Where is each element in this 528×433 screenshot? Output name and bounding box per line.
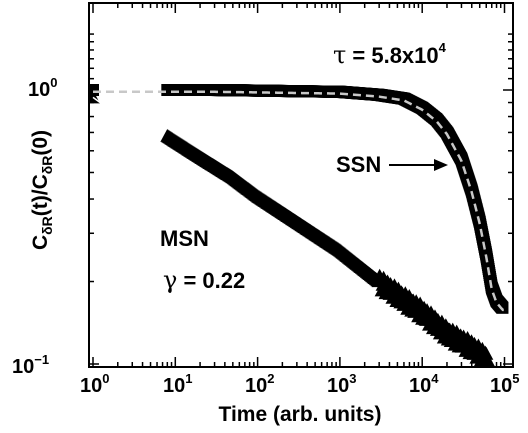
ssn-point [89, 84, 99, 96]
msn-point [479, 346, 494, 360]
x-tick-label-0: 100 [80, 371, 109, 397]
y-axis-label: CδR(t)/CδR(0) [29, 130, 55, 250]
x-tick-labels: 100 101 102 103 104 105 [80, 371, 519, 397]
tau-annotation: τ = 5.8x104 [333, 40, 447, 69]
ssn-label: SSN [336, 152, 381, 177]
x-tick-label-2: 102 [245, 371, 274, 397]
msn-fit-line [92, 96, 463, 367]
x-tick-label-3: 103 [327, 371, 356, 397]
x-tick-label-4: 104 [409, 371, 439, 397]
x-tick-label-5: 105 [490, 371, 519, 397]
series-msn [89, 90, 496, 367]
plot-frame [88, 2, 514, 368]
y-tick-label-0: 100 [28, 75, 57, 101]
msn-point [481, 354, 496, 367]
ssn-arrow [389, 159, 448, 171]
svg-text:CδR(t)/CδR(0): CδR(t)/CδR(0) [29, 130, 55, 250]
ssn-fit-line [93, 90, 505, 312]
y-tick-label-1: 10−1 [12, 352, 49, 378]
x-tick-label-1: 101 [163, 371, 192, 397]
msn-label: MSN [160, 226, 209, 251]
gamma-annotation: γ = 0.22 [163, 266, 245, 294]
data-layer [89, 84, 509, 367]
x-axis-label: Time (arb. units) [219, 403, 382, 426]
series-ssn [89, 84, 509, 314]
axis-ticks [89, 3, 513, 367]
